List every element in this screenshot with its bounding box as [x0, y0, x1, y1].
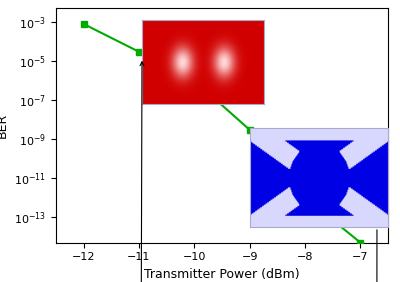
Y-axis label: BER: BER [0, 113, 9, 138]
X-axis label: Transmitter Power (dBm): Transmitter Power (dBm) [144, 268, 300, 281]
